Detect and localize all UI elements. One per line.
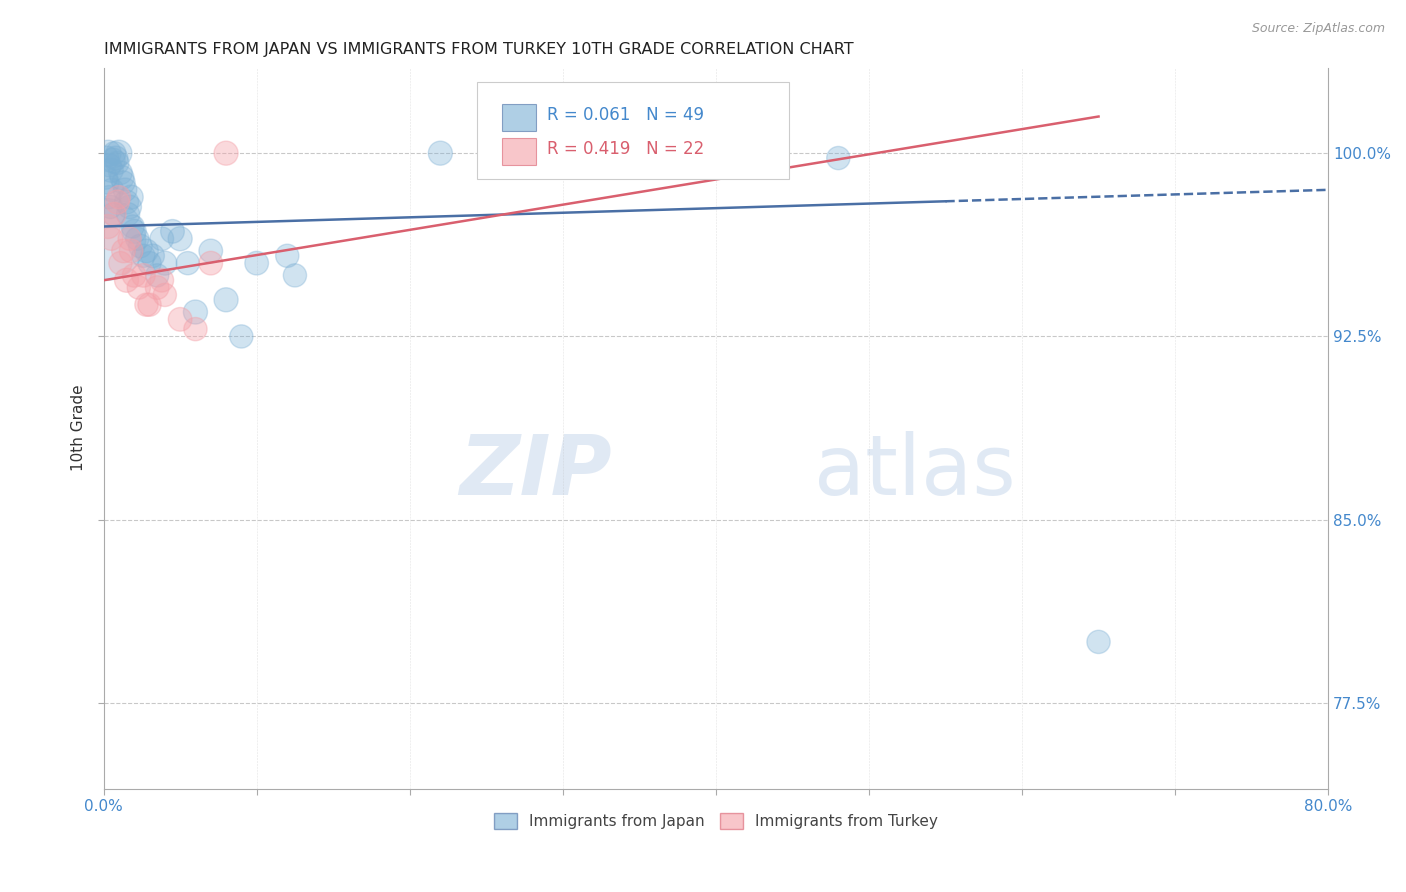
Point bbox=[146, 268, 169, 283]
Point bbox=[122, 224, 145, 238]
Point bbox=[97, 146, 120, 161]
Point bbox=[97, 190, 120, 204]
Point bbox=[1087, 635, 1109, 649]
Point bbox=[97, 219, 120, 234]
Point bbox=[93, 232, 115, 246]
Point bbox=[184, 305, 207, 319]
Point bbox=[117, 207, 139, 221]
Y-axis label: 10th Grade: 10th Grade bbox=[72, 384, 86, 471]
Text: atlas: atlas bbox=[814, 431, 1015, 512]
Point bbox=[127, 232, 149, 246]
Point bbox=[200, 256, 222, 270]
Point bbox=[105, 156, 128, 170]
Point bbox=[153, 288, 176, 302]
Point bbox=[128, 280, 150, 294]
Point bbox=[105, 195, 128, 210]
Point bbox=[551, 146, 574, 161]
Point bbox=[111, 170, 134, 185]
Text: IMMIGRANTS FROM JAPAN VS IMMIGRANTS FROM TURKEY 10TH GRADE CORRELATION CHART: IMMIGRANTS FROM JAPAN VS IMMIGRANTS FROM… bbox=[104, 42, 853, 57]
Point bbox=[132, 268, 155, 283]
Point bbox=[150, 232, 173, 246]
Point bbox=[110, 256, 132, 270]
Point bbox=[184, 322, 207, 336]
Point bbox=[284, 268, 307, 283]
Point bbox=[162, 224, 184, 238]
Point bbox=[108, 190, 131, 204]
Point bbox=[101, 153, 124, 168]
Point bbox=[112, 176, 135, 190]
Point bbox=[118, 200, 141, 214]
Text: R = 0.419   N = 22: R = 0.419 N = 22 bbox=[547, 140, 704, 158]
Point bbox=[120, 190, 142, 204]
Point bbox=[169, 312, 191, 326]
Point bbox=[135, 244, 157, 258]
Point bbox=[215, 293, 238, 307]
Point bbox=[146, 280, 169, 294]
Point bbox=[142, 249, 165, 263]
Point bbox=[138, 298, 160, 312]
Point bbox=[100, 232, 122, 246]
Bar bbox=[502, 103, 536, 131]
Point bbox=[246, 256, 269, 270]
Point bbox=[110, 166, 132, 180]
Point bbox=[114, 183, 136, 197]
Point bbox=[150, 273, 173, 287]
Point bbox=[122, 268, 145, 283]
Point bbox=[100, 163, 122, 178]
Text: ZIP: ZIP bbox=[460, 431, 612, 512]
Text: R = 0.061   N = 49: R = 0.061 N = 49 bbox=[547, 105, 704, 124]
Point bbox=[104, 151, 127, 165]
Legend: Immigrants from Japan, Immigrants from Turkey: Immigrants from Japan, Immigrants from T… bbox=[488, 806, 943, 835]
Point bbox=[115, 273, 138, 287]
Point bbox=[115, 195, 138, 210]
Point bbox=[103, 146, 125, 161]
Point bbox=[132, 249, 155, 263]
Point bbox=[177, 256, 200, 270]
Point bbox=[101, 183, 124, 197]
Point bbox=[506, 146, 529, 161]
Point bbox=[94, 170, 117, 185]
Point bbox=[135, 298, 157, 312]
Bar bbox=[502, 137, 536, 165]
FancyBboxPatch shape bbox=[477, 82, 789, 179]
Point bbox=[231, 329, 253, 343]
Point bbox=[108, 146, 131, 161]
Point bbox=[200, 244, 222, 258]
Point bbox=[215, 146, 238, 161]
Point bbox=[827, 151, 849, 165]
Point bbox=[429, 146, 451, 161]
Point bbox=[103, 207, 125, 221]
Point bbox=[121, 219, 143, 234]
Point bbox=[276, 249, 298, 263]
Point bbox=[103, 207, 125, 221]
Point bbox=[98, 158, 121, 172]
Point bbox=[112, 244, 135, 258]
Point bbox=[138, 256, 160, 270]
Point bbox=[96, 151, 118, 165]
Point bbox=[96, 176, 118, 190]
Point bbox=[120, 244, 142, 258]
Point bbox=[129, 239, 152, 253]
Point bbox=[100, 200, 122, 214]
Point bbox=[153, 256, 176, 270]
Point bbox=[118, 232, 141, 246]
Text: Source: ZipAtlas.com: Source: ZipAtlas.com bbox=[1251, 22, 1385, 36]
Point bbox=[169, 232, 191, 246]
